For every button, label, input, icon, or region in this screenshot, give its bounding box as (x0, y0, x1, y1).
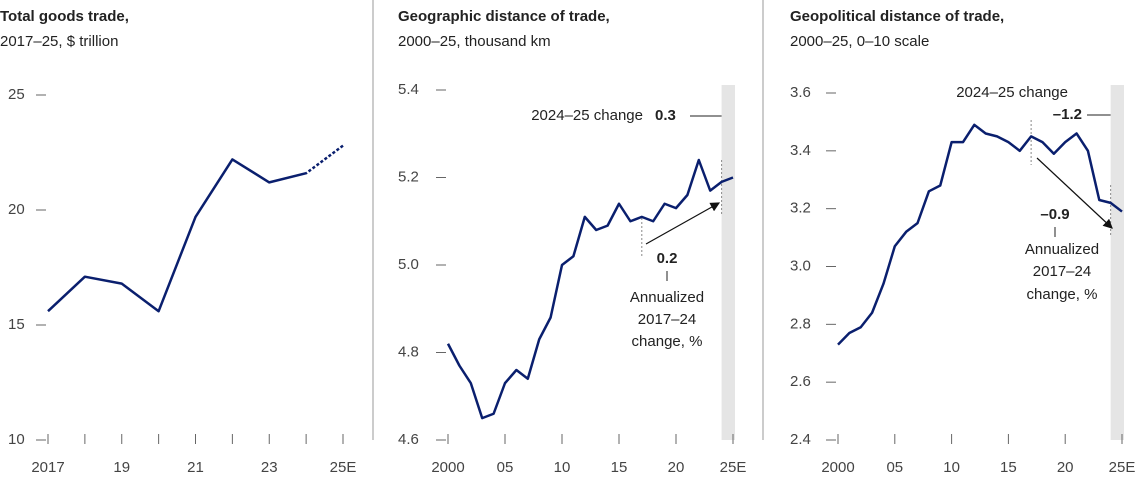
annotation: Annualized (1025, 241, 1099, 258)
chart-subtitle: 2000–25, thousand km (398, 33, 551, 50)
x-tick-label: 20 (1057, 459, 1074, 476)
y-tick-label: 3.6 (790, 84, 811, 101)
y-tick-label: 5.0 (398, 256, 419, 273)
line (47, 144, 344, 313)
x-tick-label: 21 (187, 459, 204, 476)
x-tick-label: 15 (611, 459, 628, 476)
x-tick-label: 05 (497, 459, 514, 476)
y-tick-label: 2.6 (790, 373, 811, 390)
annotation-value: –1.2 (1053, 106, 1082, 123)
line (837, 123, 1123, 346)
y-tick-label: 3.2 (790, 200, 811, 217)
chart-subtitle: 2000–25, 0–10 scale (790, 33, 929, 50)
y-tick-label: 5.2 (398, 168, 419, 185)
x-tick-label: 25E (720, 459, 747, 476)
chart-title: Geographic distance of trade, (398, 8, 610, 25)
x-tick-label: 05 (886, 459, 903, 476)
x-tick-label: 10 (943, 459, 960, 476)
y-tick-label: 2.8 (790, 315, 811, 332)
annotation: change, % (632, 333, 703, 350)
y-tick-label: 5.4 (398, 81, 419, 98)
x-tick-label: 19 (113, 459, 130, 476)
line (446, 158, 734, 420)
x-tick-label: 15 (1000, 459, 1017, 476)
y-tick-label: 15 (8, 316, 25, 333)
shaded-band (721, 85, 735, 440)
y-tick-label: 3.4 (790, 142, 811, 159)
x-tick-label: 2000 (431, 459, 464, 476)
dash-overlay (304, 143, 345, 175)
arrow (1036, 157, 1113, 229)
annotation: Annualized (630, 289, 704, 306)
x-tick-label: 10 (554, 459, 571, 476)
chart-title: Total goods trade, (0, 8, 129, 25)
annotation-value: 0.3 (655, 107, 676, 124)
shaded-band (1110, 85, 1124, 440)
x-tick-label: 20 (668, 459, 685, 476)
x-tick-label: 25E (1109, 459, 1136, 476)
annotation: 2024–25 change (531, 107, 643, 124)
y-tick-label: 4.8 (398, 343, 419, 360)
annotation: 2017–24 (638, 311, 696, 328)
y-tick-label: 2.4 (790, 431, 811, 448)
chart-title: Geopolitical distance of trade, (790, 8, 1004, 25)
x-tick-label: 2000 (821, 459, 854, 476)
chart-subtitle: 2017–25, $ trillion (0, 33, 118, 50)
annotation: 2024–25 change (956, 84, 1068, 101)
annotation-value: –0.9 (1040, 206, 1069, 223)
x-tick-label: 25E (330, 459, 357, 476)
y-tick-label: 4.6 (398, 431, 419, 448)
x-tick-label: 23 (261, 459, 278, 476)
arrow (645, 202, 721, 245)
x-tick-label: 2017 (31, 459, 64, 476)
y-tick-label: 20 (8, 201, 25, 218)
annotation-value: 0.2 (657, 250, 678, 267)
y-tick-label: 25 (8, 86, 25, 103)
annotation: change, % (1027, 286, 1098, 303)
y-tick-label: 3.0 (790, 257, 811, 274)
annotation: 2017–24 (1033, 263, 1091, 280)
y-tick-label: 10 (8, 431, 25, 448)
